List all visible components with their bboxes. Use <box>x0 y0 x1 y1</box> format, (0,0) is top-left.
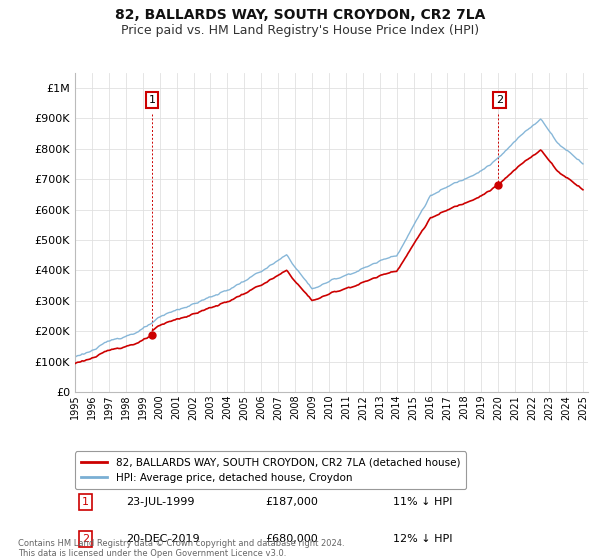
Text: Contains HM Land Registry data © Crown copyright and database right 2024.
This d: Contains HM Land Registry data © Crown c… <box>18 539 344 558</box>
Text: 82, BALLARDS WAY, SOUTH CROYDON, CR2 7LA: 82, BALLARDS WAY, SOUTH CROYDON, CR2 7LA <box>115 8 485 22</box>
Text: Price paid vs. HM Land Registry's House Price Index (HPI): Price paid vs. HM Land Registry's House … <box>121 24 479 36</box>
Text: 20-DEC-2019: 20-DEC-2019 <box>127 534 200 544</box>
Text: 2: 2 <box>496 95 503 105</box>
Text: 1: 1 <box>148 95 155 105</box>
Text: 23-JUL-1999: 23-JUL-1999 <box>127 497 195 507</box>
Text: 11% ↓ HPI: 11% ↓ HPI <box>393 497 452 507</box>
Text: 2: 2 <box>82 534 89 544</box>
Text: 1: 1 <box>82 497 89 507</box>
Text: £187,000: £187,000 <box>265 497 317 507</box>
Legend: 82, BALLARDS WAY, SOUTH CROYDON, CR2 7LA (detached house), HPI: Average price, d: 82, BALLARDS WAY, SOUTH CROYDON, CR2 7LA… <box>75 451 466 489</box>
Text: 12% ↓ HPI: 12% ↓ HPI <box>393 534 452 544</box>
Text: £680,000: £680,000 <box>265 534 317 544</box>
